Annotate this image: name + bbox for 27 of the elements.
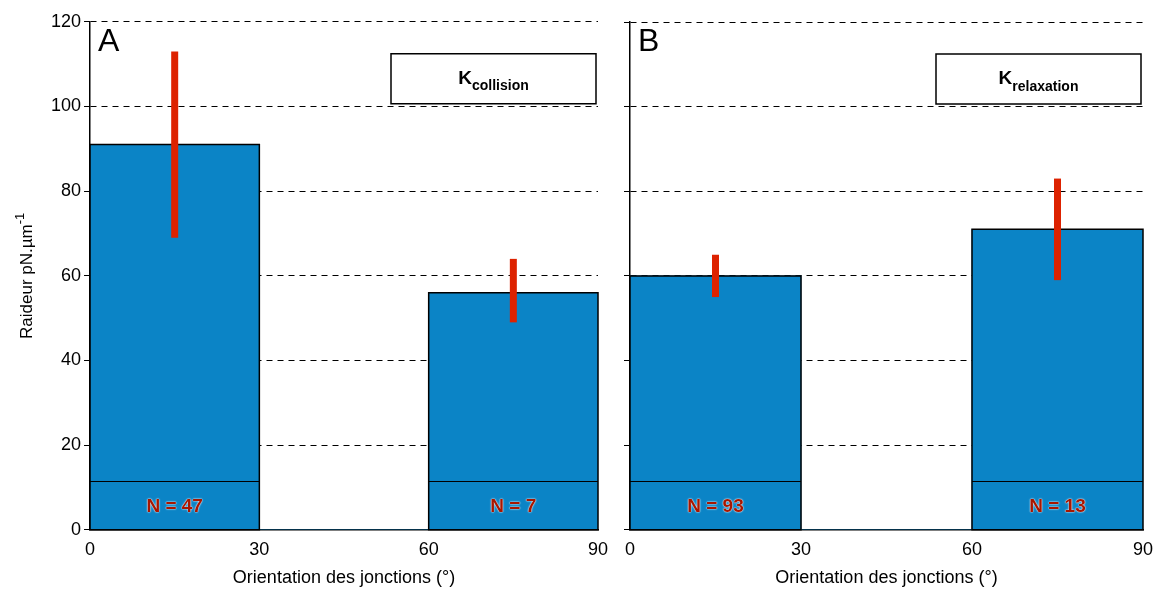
x-tick-label: 30 [790,538,812,559]
y-tick-label: 0 [71,518,82,539]
x-tick-label: 60 [418,538,439,559]
label-box: N = 93 [630,480,801,530]
chart-title: A [98,21,121,58]
y-axis-title: Raideur pN.µm-1 [12,212,36,339]
annotation: N = 13 [1029,494,1086,517]
y-tick-label: 120 [50,10,82,31]
y-tick-label: 100 [50,95,82,116]
label-box: N = 47 [90,480,260,530]
y-tick-label: 20 [61,434,82,455]
chart-title: B [638,21,660,58]
x-tick-label: 90 [1132,538,1154,559]
x-tick-label: 60 [961,538,983,559]
y-tick-label: 80 [61,180,82,201]
y-tick-label: 40 [61,349,82,370]
x-axis-title: Orientation des jonctions (°) [232,567,456,588]
x-tick-label: 90 [587,538,609,559]
label-box: N = 13 [972,480,1143,530]
annotation: N = 93 [687,494,744,517]
x-tick-label: 0 [85,538,96,559]
annotation: N = 47 [146,494,203,517]
x-axis-title: Orientation des jonctions (°) [775,567,998,588]
annotation: N = 7 [490,494,537,517]
x-tick-label: 30 [249,538,270,559]
y-tick-label: 60 [61,264,82,285]
x-tick-label: 0 [624,538,636,559]
